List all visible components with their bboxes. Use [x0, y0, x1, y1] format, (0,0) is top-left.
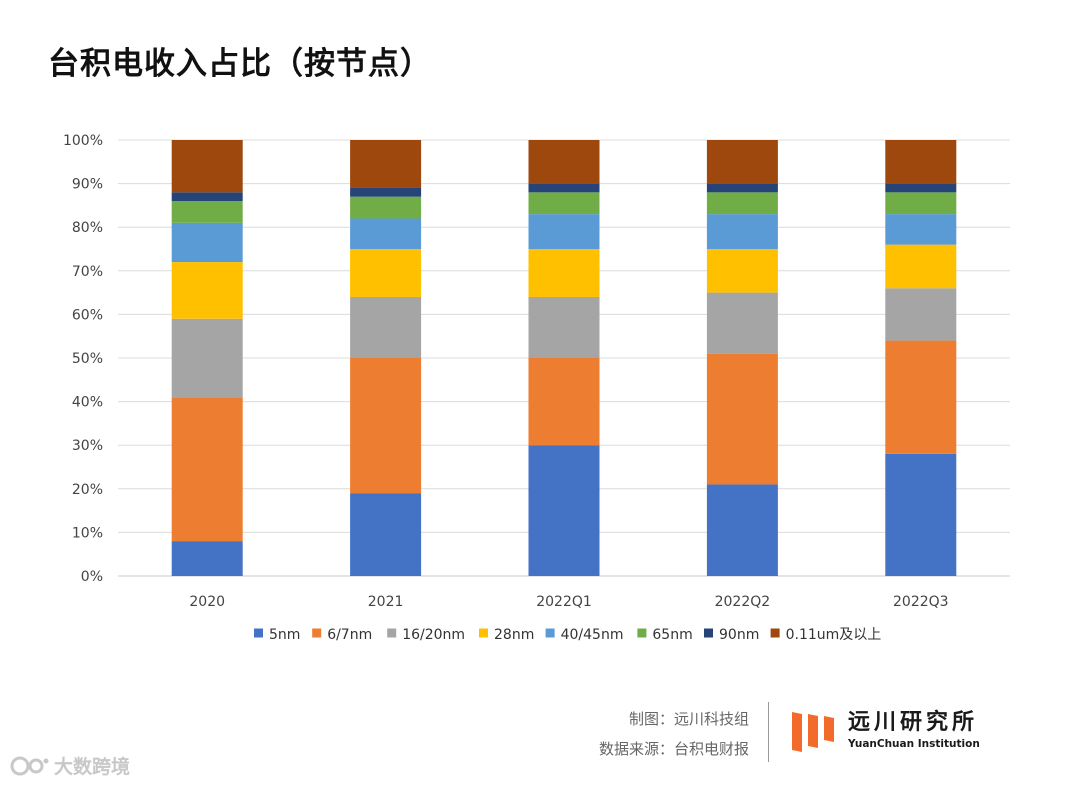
- bar-segment: [528, 296, 600, 358]
- bar-segment: [885, 453, 957, 576]
- bar-segment: [171, 201, 243, 223]
- y-tick-label: 60%: [72, 307, 103, 323]
- y-tick-label: 70%: [72, 264, 103, 280]
- credit-chart: 制图：远川科技组: [628, 710, 749, 728]
- credits: 制图：远川科技组 数据来源：台积电财报: [599, 704, 749, 764]
- yuanchuan-logo-icon: [792, 712, 834, 752]
- legend-swatch: [770, 628, 780, 638]
- bar-segment: [706, 353, 778, 485]
- y-tick-label: 20%: [72, 482, 103, 498]
- credit-source: 数据来源：台积电财报: [598, 740, 749, 758]
- legend-swatch: [312, 628, 322, 638]
- bar-segment: [706, 249, 778, 293]
- legend-label: 0.11um及以上: [786, 627, 882, 643]
- bar-segment: [171, 222, 243, 263]
- brand-name-en: YuanChuan Institution: [848, 738, 980, 750]
- legend-label: 16/20nm: [402, 627, 465, 643]
- bar-segment: [350, 196, 422, 219]
- legend-label: 40/45nm: [561, 627, 624, 643]
- bar-segment: [171, 192, 243, 202]
- bar-segment: [706, 214, 778, 249]
- bar-segment: [885, 244, 957, 289]
- brand-name-cn: 远川研究所: [848, 710, 979, 735]
- legend-swatch: [387, 628, 397, 638]
- legend-label: 28nm: [494, 627, 534, 643]
- y-tick-label: 80%: [72, 220, 103, 236]
- watermark-text: 大数跨境: [54, 756, 131, 778]
- legend-swatch: [545, 628, 555, 638]
- x-tick-label: 2020: [189, 594, 225, 610]
- bar-segment: [706, 484, 778, 576]
- bar-segment: [171, 140, 243, 193]
- bar-segment: [171, 397, 243, 542]
- bar-segment: [528, 249, 600, 297]
- chart-title: 台积电收入占比（按节点）: [48, 46, 432, 82]
- legend-label: 65nm: [652, 627, 692, 643]
- legend-swatch: [479, 628, 488, 638]
- bar-segment: [885, 140, 957, 184]
- bar-segment: [528, 445, 600, 576]
- x-tick-label: 2022Q1: [536, 594, 592, 610]
- bar-segment: [171, 541, 243, 576]
- bar-segment: [885, 288, 957, 341]
- y-tick-label: 100%: [63, 133, 103, 149]
- legend-swatch: [637, 628, 647, 638]
- bar-segment: [706, 183, 778, 193]
- footer-divider: [768, 702, 769, 762]
- legend-label: 6/7nm: [327, 627, 372, 643]
- legend-label: 5nm: [269, 627, 300, 643]
- y-tick-label: 50%: [72, 351, 103, 367]
- stacked-bar-chart: 0% 10% 20% 30% 40% 50% 60% 70% 80% 90% 100% 2020 20…: [63, 133, 1010, 643]
- bar-segment: [885, 192, 957, 215]
- bar-segment: [885, 340, 957, 454]
- legend-swatch: [254, 628, 263, 638]
- bar-segment: [528, 358, 600, 446]
- bar-segment: [171, 262, 243, 319]
- bar-segment: [350, 296, 422, 358]
- bar-segment: [528, 183, 600, 193]
- bar-segment: [706, 292, 778, 354]
- bar-segment: [350, 218, 422, 249]
- bar-segment: [706, 140, 778, 184]
- y-tick-label: 30%: [72, 438, 103, 454]
- watermark: 大数跨境: [10, 752, 130, 779]
- bar-segment: [171, 318, 243, 398]
- bar-segment: [528, 214, 600, 249]
- y-tick-label: 0%: [81, 569, 103, 585]
- bar-segment: [528, 140, 600, 184]
- bar-segment: [885, 183, 957, 193]
- bar-segment: [528, 192, 600, 215]
- legend-label: 90nm: [719, 627, 759, 643]
- x-tick-label: 2022Q2: [715, 594, 771, 610]
- bar-segment: [350, 249, 422, 297]
- y-tick-label: 90%: [72, 177, 103, 193]
- brand: 远川研究所 YuanChuan Institution: [790, 708, 980, 754]
- bar-segment: [706, 192, 778, 215]
- bar-segment: [885, 214, 957, 245]
- x-tick-label: 2021: [368, 594, 404, 610]
- bar-segment: [350, 493, 422, 576]
- y-tick-label: 40%: [72, 395, 103, 411]
- bar-segment: [350, 187, 422, 197]
- x-tick-label: 2022Q3: [893, 594, 949, 610]
- bar-segment: [350, 140, 422, 188]
- y-tick-label: 10%: [72, 525, 103, 541]
- bar-segment: [350, 358, 422, 494]
- legend-swatch: [704, 628, 713, 638]
- watermark-logo-icon: [10, 756, 49, 775]
